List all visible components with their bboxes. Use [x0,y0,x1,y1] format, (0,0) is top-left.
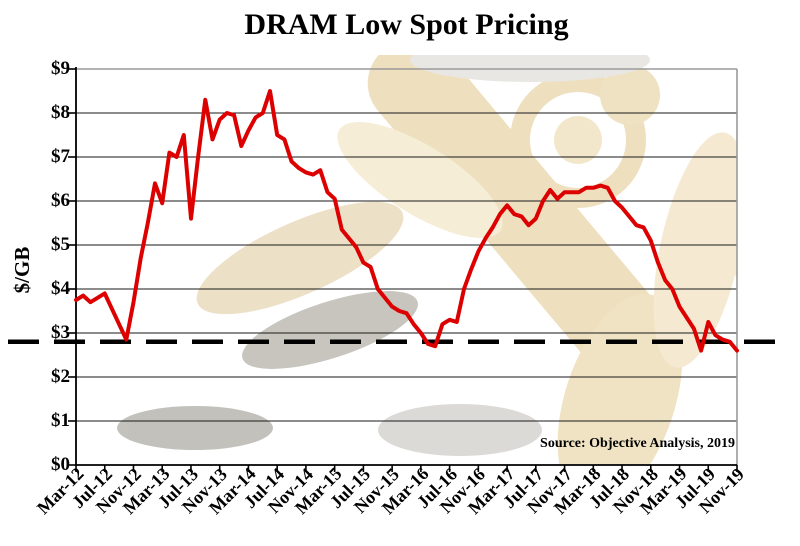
y-tick-label: $2 [51,366,70,387]
y-tick-label: $3 [51,322,70,343]
y-tick-label: $6 [51,190,70,211]
y-tick-label: $1 [51,410,70,431]
y-tick-label: $9 [51,58,70,79]
price-line [74,89,739,353]
y-axis-title: $/GB [10,246,34,294]
y-tick-label: $7 [51,146,70,167]
y-tick-label: $0 [51,454,70,475]
y-tick-label: $5 [51,234,70,255]
y-tick-label: $8 [51,102,70,123]
chart-title: DRAM Low Spot Pricing [244,8,569,41]
source-note: Source: Objective Analysis, 2019 [540,436,735,451]
y-tick-label: $4 [51,278,70,299]
